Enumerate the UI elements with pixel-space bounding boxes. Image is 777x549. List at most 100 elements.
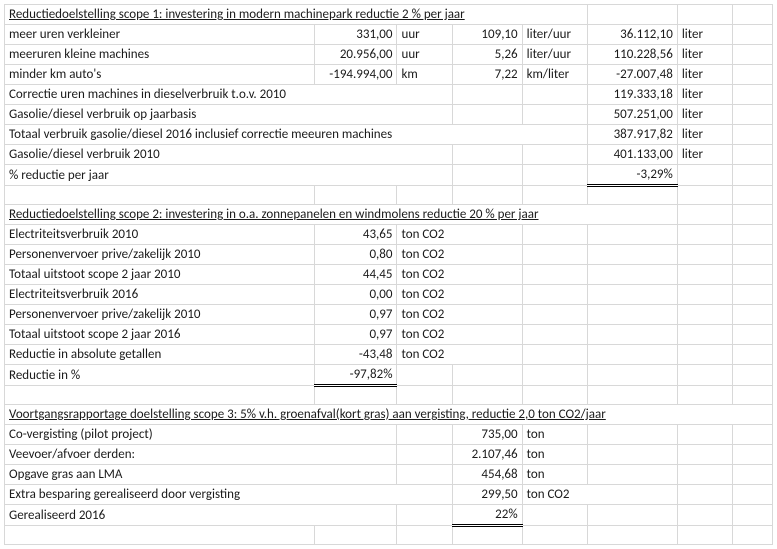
cell-value[interactable]: 119.333,18 (587, 85, 677, 105)
cell-value[interactable]: 331,00 (315, 25, 397, 45)
cell-value[interactable]: 43,65 (315, 225, 397, 245)
cell-value[interactable]: 2.107,46 (452, 445, 522, 465)
cell-unit[interactable]: liter (677, 85, 732, 105)
cell-value[interactable]: 0,97 (315, 305, 397, 325)
row-label[interactable]: Electriteitsverbruik 2016 (5, 285, 315, 305)
cell-unit[interactable]: ton CO2 (397, 245, 522, 265)
cell-value[interactable]: -3,29% (587, 165, 677, 186)
table-row[interactable]: % reductie per jaar -3,29% (5, 165, 773, 186)
cell-value[interactable]: -43,48 (315, 345, 397, 365)
cell-unit[interactable]: uur (397, 25, 452, 45)
table-row[interactable]: Totaal uitstoot scope 2 jaar 2010 44,45 … (5, 265, 773, 285)
cell-value[interactable]: 299,50 (452, 485, 522, 505)
cell-unit[interactable]: ton (522, 465, 587, 485)
cell-unit[interactable]: liter (677, 125, 732, 145)
table-row[interactable]: Gerealiseerd 2016 22% (5, 505, 773, 526)
cell-value[interactable]: 20.956,00 (315, 45, 397, 65)
table-row[interactable]: minder km auto's -194.994,00 km 7,22 km/… (5, 65, 773, 85)
row-label[interactable]: Personenvervoer prive/zakelijk 2010 (5, 305, 315, 325)
cell-value[interactable]: 401.133,00 (587, 145, 677, 165)
section1-header-row[interactable]: Reductiedoelstelling scope 1: investerin… (5, 5, 773, 25)
cell-unit[interactable]: ton CO2 (397, 285, 522, 305)
cell-value[interactable]: 36.112,10 (587, 25, 677, 45)
cell-unit[interactable]: liter (677, 145, 732, 165)
row-label[interactable]: Personenvervoer prive/zakelijk 2010 (5, 245, 315, 265)
cell-unit[interactable]: liter/uur (522, 25, 587, 45)
row-label[interactable]: Reductie in % (5, 365, 315, 386)
cell-unit[interactable]: ton (522, 425, 587, 445)
row-label[interactable]: Extra besparing gerealiseerd door vergis… (5, 485, 453, 505)
row-label[interactable]: Gerealiseerd 2016 (5, 505, 397, 526)
cell-unit[interactable]: liter (677, 45, 732, 65)
cell-unit[interactable]: ton (522, 445, 587, 465)
cell-value[interactable]: 5,26 (452, 45, 522, 65)
cell-value[interactable]: -27.007,48 (587, 65, 677, 85)
table-row[interactable]: Electriteitsverbruik 2010 43,65 ton CO2 (5, 225, 773, 245)
row-label[interactable]: Gasolie/diesel verbruik 2010 (5, 145, 453, 165)
cell-unit[interactable]: ton CO2 (397, 345, 522, 365)
table-row[interactable]: Gasolie/diesel verbruik 2010 401.133,00 … (5, 145, 773, 165)
cell-value[interactable]: 44,45 (315, 265, 397, 285)
cell-unit[interactable]: ton CO2 (397, 325, 522, 345)
section1-header[interactable]: Reductiedoelstelling scope 1: investerin… (5, 5, 588, 25)
cell-value[interactable]: 0,00 (315, 285, 397, 305)
row-label[interactable]: Totaal uitstoot scope 2 jaar 2010 (5, 265, 315, 285)
table-row[interactable]: Correctie uren machines in dieselverbrui… (5, 85, 773, 105)
row-label[interactable]: Correctie uren machines in dieselverbrui… (5, 85, 453, 105)
table-row[interactable]: Totaal verbruik gasolie/diesel 2016 incl… (5, 125, 773, 145)
table-row[interactable]: Co-vergisting (pilot project) 735,00 ton (5, 425, 773, 445)
cell-unit[interactable]: km/liter (522, 65, 587, 85)
cell-value[interactable]: 735,00 (452, 425, 522, 445)
table-row[interactable]: Reductie in absolute getallen -43,48 ton… (5, 345, 773, 365)
row-label[interactable]: % reductie per jaar (5, 165, 453, 186)
cell-unit[interactable]: liter (677, 105, 732, 125)
row-label[interactable]: Opgave gras aan LMA (5, 465, 397, 485)
table-row[interactable]: Veevoer/afvoer derden: 2.107,46 ton (5, 445, 773, 465)
row-label[interactable]: meeruren kleine machines (5, 45, 315, 65)
cell-value[interactable]: 22% (452, 505, 522, 526)
row-label[interactable]: Electriteitsverbruik 2010 (5, 225, 315, 245)
cell-unit[interactable]: ton CO2 (397, 225, 522, 245)
section2-header-row[interactable]: Reductiedoelstelling scope 2: investerin… (5, 205, 773, 225)
table-row[interactable]: Extra besparing gerealiseerd door vergis… (5, 485, 773, 505)
cell-value[interactable]: 0,80 (315, 245, 397, 265)
row-label[interactable]: Veevoer/afvoer derden: (5, 445, 397, 465)
cell-value[interactable]: -194.994,00 (315, 65, 397, 85)
cell-value[interactable]: 507.251,00 (587, 105, 677, 125)
row-label[interactable]: Gasolie/diesel verbruik op jaarbasis (5, 105, 453, 125)
cell-unit[interactable]: liter/uur (522, 45, 587, 65)
table-row[interactable]: Gasolie/diesel verbruik op jaarbasis 507… (5, 105, 773, 125)
cell-unit[interactable]: liter (677, 65, 732, 85)
section2-header[interactable]: Reductiedoelstelling scope 2: investerin… (5, 205, 678, 225)
row-label[interactable]: meer uren verkleiner (5, 25, 315, 45)
section3-header[interactable]: Voortgangsrapportage doelstelling scope … (5, 405, 773, 425)
cell-unit[interactable]: ton CO2 (397, 305, 522, 325)
table-row[interactable]: Personenvervoer prive/zakelijk 2010 0,80… (5, 245, 773, 265)
table-row[interactable]: meer uren verkleiner 331,00 uur 109,10 l… (5, 25, 773, 45)
cell-unit[interactable]: uur (397, 45, 452, 65)
table-row[interactable]: Reductie in % -97,82% (5, 365, 773, 386)
row-label[interactable]: Totaal uitstoot scope 2 jaar 2016 (5, 325, 315, 345)
cell-unit[interactable]: liter (677, 25, 732, 45)
cell-value[interactable]: 109,10 (452, 25, 522, 45)
table-row[interactable]: Personenvervoer prive/zakelijk 2010 0,97… (5, 305, 773, 325)
section3-header-row[interactable]: Voortgangsrapportage doelstelling scope … (5, 405, 773, 425)
table-row[interactable]: meeruren kleine machines 20.956,00 uur 5… (5, 45, 773, 65)
cell-unit[interactable]: ton CO2 (397, 265, 522, 285)
cell-unit[interactable]: ton CO2 (522, 485, 677, 505)
row-label[interactable]: Co-vergisting (pilot project) (5, 425, 397, 445)
row-label[interactable]: minder km auto's (5, 65, 315, 85)
cell-unit[interactable]: km (397, 65, 452, 85)
table-row[interactable]: Totaal uitstoot scope 2 jaar 2016 0,97 t… (5, 325, 773, 345)
separator-row (5, 186, 773, 205)
cell-value[interactable]: 7,22 (452, 65, 522, 85)
cell-value[interactable]: 110.228,56 (587, 45, 677, 65)
table-row[interactable]: Opgave gras aan LMA 454,68 ton (5, 465, 773, 485)
row-label[interactable]: Reductie in absolute getallen (5, 345, 315, 365)
table-row[interactable]: Electriteitsverbruik 2016 0,00 ton CO2 (5, 285, 773, 305)
cell-value[interactable]: 454,68 (452, 465, 522, 485)
row-label[interactable]: Totaal verbruik gasolie/diesel 2016 incl… (5, 125, 588, 145)
cell-value[interactable]: 387.917,82 (587, 125, 677, 145)
cell-value[interactable]: 0,97 (315, 325, 397, 345)
cell-value[interactable]: -97,82% (315, 365, 397, 386)
